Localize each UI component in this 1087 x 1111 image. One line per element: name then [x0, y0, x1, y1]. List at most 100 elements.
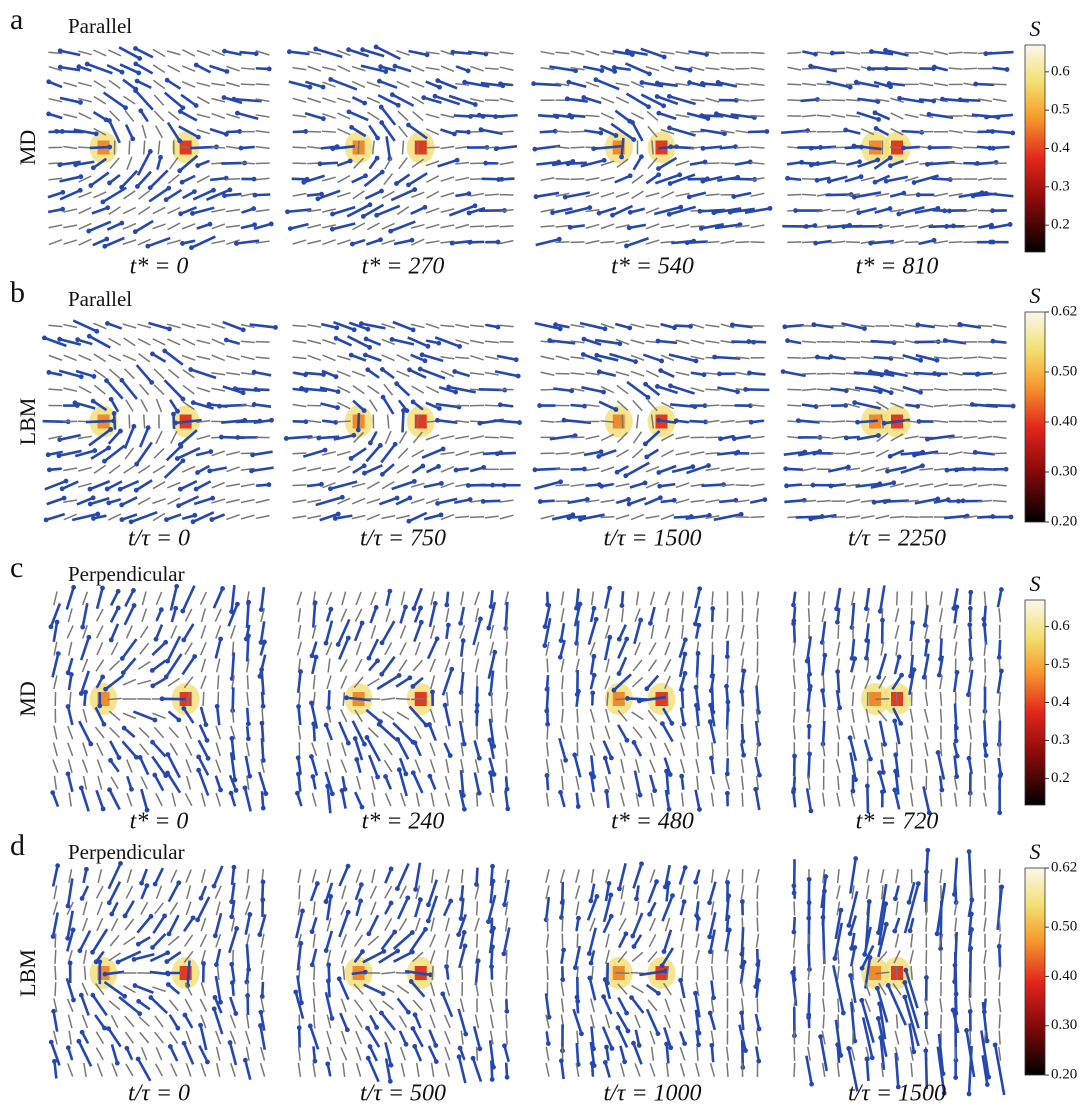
- arrow-head: [492, 649, 498, 655]
- arrow-head: [458, 620, 463, 626]
- arrow-head: [363, 352, 368, 358]
- director: [211, 372, 226, 376]
- director: [939, 675, 943, 690]
- director: [865, 658, 870, 673]
- arrow-head: [360, 47, 366, 53]
- arrow-head: [867, 369, 873, 375]
- director: [977, 177, 993, 181]
- director: [109, 727, 121, 739]
- time-label: t/τ = 750: [360, 526, 446, 552]
- velocity-arrow: [694, 687, 701, 711]
- director: [93, 369, 106, 379]
- arrow-head: [856, 210, 862, 216]
- arrow-head: [667, 181, 673, 186]
- velocity-arrow: [324, 882, 334, 903]
- arrow-head: [347, 158, 353, 164]
- velocity-arrow: [414, 862, 422, 890]
- arrow-head: [165, 752, 171, 757]
- arrow-head: [578, 517, 583, 522]
- velocity-arrow: [91, 928, 109, 953]
- arrow-head: [480, 499, 486, 504]
- velocity-arrow: [583, 96, 602, 105]
- director: [351, 482, 366, 488]
- director: [740, 624, 745, 639]
- director: [93, 49, 107, 57]
- arrow-head: [78, 691, 84, 696]
- director: [240, 483, 255, 488]
- director: [890, 97, 904, 103]
- director: [663, 742, 672, 756]
- arrow-head: [661, 54, 667, 60]
- velocity-arrow: [91, 994, 108, 1017]
- director: [801, 388, 817, 392]
- director: [555, 484, 570, 487]
- director: [484, 225, 499, 228]
- velocity-arrow: [858, 207, 877, 214]
- arrow-head: [430, 689, 435, 695]
- director-field: [46, 46, 274, 251]
- velocity-arrow: [864, 587, 871, 609]
- director: [296, 591, 303, 606]
- director: [948, 484, 963, 487]
- arrow-head: [591, 146, 597, 152]
- arrow-head: [373, 605, 379, 610]
- arrow-head: [102, 458, 107, 464]
- director: [196, 355, 211, 361]
- director: [750, 404, 765, 408]
- velocity-arrow: [369, 606, 378, 624]
- velocity-arrow: [427, 879, 439, 906]
- director: [125, 625, 133, 639]
- velocity-arrow: [295, 910, 304, 939]
- velocity-arrow: [90, 171, 110, 187]
- velocity-arrow: [332, 205, 356, 216]
- director: [167, 677, 181, 687]
- director: [620, 775, 625, 790]
- velocity-arrow: [553, 387, 572, 393]
- velocity-arrow: [614, 109, 631, 123]
- colorbar-tick-label: 0.3: [1051, 178, 1070, 194]
- arrow-head: [466, 210, 472, 216]
- velocity-arrow: [92, 237, 108, 247]
- director: [977, 435, 993, 440]
- arrow-head: [717, 371, 722, 377]
- velocity-arrow: [109, 607, 120, 623]
- director: [992, 435, 1007, 440]
- director: [455, 339, 470, 345]
- arrow-head: [103, 686, 108, 692]
- velocity-arrow: [716, 112, 739, 120]
- arrow-head: [486, 625, 492, 631]
- director: [171, 792, 177, 807]
- time-label: t* = 810: [856, 254, 939, 280]
- arrow-head: [119, 656, 125, 661]
- arrow-head: [697, 807, 702, 812]
- arrow-head: [180, 458, 186, 464]
- arrow-head: [847, 735, 853, 741]
- velocity-arrow: [288, 80, 311, 89]
- arrow-head: [88, 183, 94, 188]
- velocity-arrow: [780, 129, 808, 135]
- director: [108, 206, 121, 216]
- arrow-head: [138, 108, 144, 114]
- velocity-arrow: [489, 590, 494, 607]
- velocity-arrow: [287, 208, 312, 214]
- arrow-head: [387, 588, 393, 594]
- velocity-arrow: [107, 1027, 122, 1048]
- director: [816, 388, 831, 391]
- director: [604, 775, 611, 790]
- velocity-arrow: [260, 669, 265, 696]
- arrow-head: [392, 441, 398, 447]
- velocity-arrow: [72, 319, 98, 333]
- arrow-head: [990, 208, 995, 214]
- arrow-head: [134, 461, 140, 467]
- arrow-head: [195, 134, 201, 140]
- arrow-head: [885, 468, 890, 474]
- arrow-head: [575, 804, 581, 809]
- arrow-head: [71, 584, 77, 590]
- arrow-head: [646, 104, 651, 110]
- arrow-head: [915, 192, 921, 198]
- velocity-arrow: [825, 193, 852, 197]
- director: [48, 435, 63, 440]
- arrow-head: [542, 624, 548, 630]
- velocity-arrow: [224, 49, 242, 56]
- director: [938, 608, 944, 623]
